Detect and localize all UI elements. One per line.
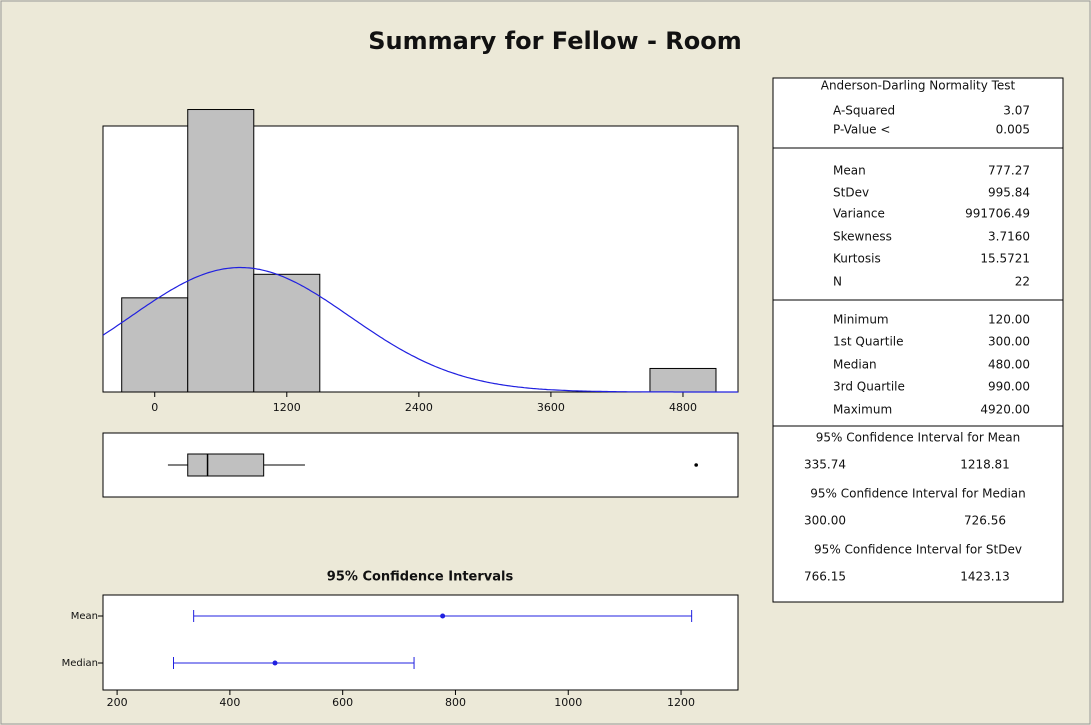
interval-heading: 95% Confidence Interval for Median [810, 487, 1026, 501]
row-label: 3rd Quartile [833, 380, 905, 394]
normal-curve [102, 266, 738, 393]
interval-title: 95% Confidence Intervals [327, 570, 514, 585]
row-value: 777.27 [988, 164, 1030, 178]
histogram-bar [121, 297, 189, 393]
interval-heading: 95% Confidence Interval for StDev [814, 543, 1022, 557]
x-tick-label: 400 [219, 696, 240, 709]
row-value: 3.7160 [988, 230, 1030, 244]
row-label: A-Squared [833, 104, 895, 118]
outlier [694, 463, 698, 467]
interval-frame [102, 594, 739, 691]
x-tick-label: 600 [332, 696, 353, 709]
x-tick-label: 1200 [667, 696, 695, 709]
title: Summary for Fellow - Room [368, 27, 742, 55]
histogram-bar [187, 109, 255, 393]
interval-low: 766.15 [804, 570, 846, 584]
histogram-bar [649, 367, 717, 393]
estimate [272, 660, 278, 666]
row-label: Minimum [833, 313, 889, 327]
stats-table [772, 77, 1064, 603]
row-value: 4920.00 [980, 403, 1030, 417]
row-label: 1st Quartile [833, 335, 904, 349]
interval-heading: 95% Confidence Interval for Mean [816, 431, 1021, 445]
x-tick-label: 1000 [554, 696, 582, 709]
interval-low: 300.00 [804, 514, 846, 528]
x-tick-label: 2400 [405, 401, 433, 414]
row-label: Kurtosis [833, 252, 881, 266]
x-tick-label: 1200 [273, 401, 301, 414]
row-value: 991706.49 [965, 207, 1030, 221]
row-value: 15.5721 [980, 252, 1030, 266]
interval-low: 335.74 [804, 458, 846, 472]
histogram-bar [253, 273, 321, 393]
category-label: Mean [71, 611, 98, 622]
row-label: Variance [833, 207, 885, 221]
row-label: Mean [833, 164, 866, 178]
row-label: Skewness [833, 230, 892, 244]
row-value: 480.00 [988, 358, 1030, 372]
estimate [440, 613, 446, 619]
row-label: N [833, 275, 842, 289]
row-value: 0.005 [996, 123, 1030, 137]
row-label: Maximum [833, 403, 892, 417]
interval-high: 726.56 [964, 514, 1006, 528]
row-value: 3.07 [1003, 104, 1030, 118]
x-tick-label: 4800 [669, 401, 697, 414]
stats-text: Anderson-Darling Normality Test A-Squared… [804, 79, 1030, 584]
row-label: P-Value < [833, 123, 890, 137]
interval-high: 1423.13 [960, 570, 1010, 584]
interval-high: 1218.81 [960, 458, 1010, 472]
box [187, 453, 265, 477]
row-label: StDev [833, 186, 869, 200]
category-label: Median [62, 658, 98, 669]
row-label: Median [833, 358, 877, 372]
row-value: 300.00 [988, 335, 1030, 349]
row-value: 990.00 [988, 380, 1030, 394]
table-heading: Anderson-Darling Normality Test [821, 79, 1016, 93]
x-tick-label: 3600 [537, 401, 565, 414]
row-value: 120.00 [988, 313, 1030, 327]
row-value: 995.84 [988, 186, 1030, 200]
x-tick-label: 200 [107, 696, 128, 709]
row-value: 22 [1015, 275, 1030, 289]
x-tick-label: 800 [445, 696, 466, 709]
x-tick-label: 0 [151, 401, 158, 414]
